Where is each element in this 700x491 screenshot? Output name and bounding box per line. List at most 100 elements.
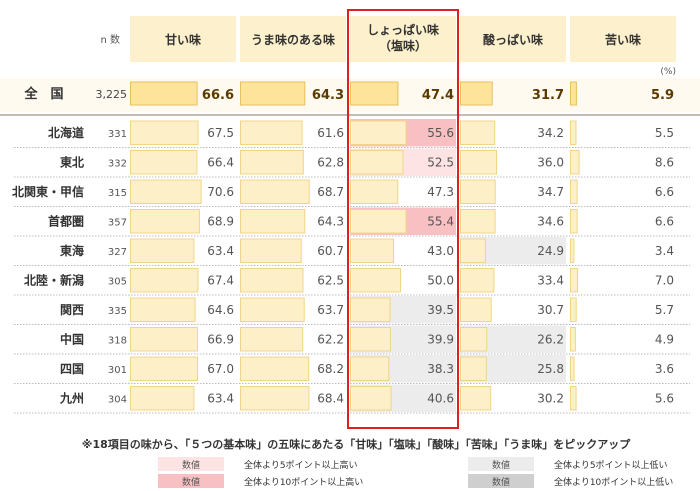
national-value: 5.9 <box>651 88 674 103</box>
unit-label: (%) <box>660 67 676 77</box>
data-value: 39.9 <box>427 333 454 347</box>
data-bar <box>130 209 200 234</box>
region-n: 315 <box>108 188 127 199</box>
region-label: 中国 <box>60 332 84 347</box>
national-value: 31.7 <box>532 88 564 103</box>
region-n: 331 <box>108 129 127 140</box>
data-value: 39.5 <box>427 303 454 317</box>
legend-text: 全体より10ポイント以上低い <box>554 476 673 488</box>
data-value: 34.7 <box>537 185 564 199</box>
region-label: 東北 <box>60 155 84 170</box>
data-value: 25.8 <box>537 362 564 376</box>
data-value: 55.6 <box>427 126 454 140</box>
data-value: 7.0 <box>655 274 674 288</box>
data-value: 5.7 <box>655 303 674 317</box>
data-value: 67.0 <box>207 362 234 376</box>
national-value: 64.3 <box>312 88 344 103</box>
region-label: 関西 <box>60 303 84 317</box>
data-value: 52.5 <box>427 156 454 170</box>
data-value: 64.3 <box>317 215 344 229</box>
region-n: 357 <box>108 218 127 229</box>
data-bar <box>570 209 578 234</box>
legend-swatch <box>158 474 224 488</box>
data-value: 6.6 <box>655 215 674 229</box>
national-bar <box>240 81 306 106</box>
region-n: 318 <box>108 336 127 347</box>
national-n: 3,225 <box>96 88 128 101</box>
data-bar <box>350 179 399 204</box>
data-bar <box>240 386 310 411</box>
n-header: n 数 <box>100 33 120 46</box>
legend-swatch <box>158 457 224 471</box>
data-bar <box>130 238 195 263</box>
legend-swatch-label: 数値 <box>492 476 510 488</box>
legend-swatch-label: 数値 <box>182 476 200 488</box>
national-label: 全 国 <box>23 86 63 102</box>
data-value: 3.6 <box>655 362 674 376</box>
national-value: 47.4 <box>422 88 454 103</box>
data-value: 67.4 <box>207 274 234 288</box>
data-value: 40.6 <box>427 392 454 406</box>
region-n: 304 <box>108 395 127 406</box>
column-header: 甘い味 <box>165 32 201 47</box>
data-value: 5.5 <box>655 126 674 140</box>
legend-swatch-label: 数値 <box>492 459 510 471</box>
footnote: ※18項目の味から、「５つの基本味」の五味にあたる「甘味」「塩味」「酸味」「苦味… <box>82 437 631 451</box>
data-value: 6.6 <box>655 185 674 199</box>
data-value: 26.2 <box>537 333 564 347</box>
data-value: 8.6 <box>655 156 674 170</box>
data-bar <box>460 209 496 234</box>
region-label: 四国 <box>60 362 84 376</box>
data-bar <box>240 327 304 352</box>
data-bar <box>130 268 199 293</box>
data-value: 43.0 <box>427 244 454 258</box>
column-header-bg <box>460 16 566 62</box>
data-bar <box>350 268 401 293</box>
national-bar <box>130 81 198 106</box>
data-bar <box>350 297 391 322</box>
data-bar <box>240 356 310 381</box>
data-bar <box>130 297 196 322</box>
national-band <box>0 78 700 112</box>
data-bar <box>570 120 577 145</box>
data-bar <box>350 120 407 145</box>
data-value: 68.4 <box>317 392 344 406</box>
data-bar <box>240 297 305 322</box>
region-label: 東海 <box>60 243 84 258</box>
data-value: 64.6 <box>207 303 234 317</box>
data-bar <box>350 356 390 381</box>
region-n: 327 <box>108 247 127 258</box>
data-value: 24.9 <box>537 244 564 258</box>
data-bar <box>570 268 578 293</box>
data-bar <box>240 209 306 234</box>
data-value: 55.4 <box>427 215 454 229</box>
data-value: 70.6 <box>207 185 234 199</box>
data-bar <box>240 150 304 175</box>
data-value: 68.2 <box>317 362 344 376</box>
data-bar <box>240 179 310 204</box>
national-value: 66.6 <box>202 88 234 103</box>
column-header-bg <box>240 16 346 62</box>
data-bar <box>460 356 487 381</box>
region-n: 305 <box>108 277 127 288</box>
column-header: 酸っぱい味 <box>483 32 543 47</box>
region-n: 332 <box>108 159 127 170</box>
data-value: 34.6 <box>537 215 564 229</box>
data-bar <box>570 150 580 175</box>
data-value: 62.2 <box>317 333 344 347</box>
data-value: 68.7 <box>317 185 344 199</box>
data-value: 63.4 <box>207 244 234 258</box>
column-header: しょっぱい味 <box>367 22 439 37</box>
data-bar <box>350 327 391 352</box>
data-value: 47.3 <box>427 185 454 199</box>
data-bar <box>350 150 404 175</box>
data-bar <box>570 179 578 204</box>
legend-swatch <box>468 474 534 488</box>
data-value: 68.9 <box>207 215 234 229</box>
data-value: 60.7 <box>317 244 344 258</box>
legend-swatch <box>468 457 534 471</box>
column-header-bg <box>350 16 456 62</box>
legend-text: 全体より5ポイント以上低い <box>554 459 668 471</box>
data-value: 66.9 <box>207 333 234 347</box>
